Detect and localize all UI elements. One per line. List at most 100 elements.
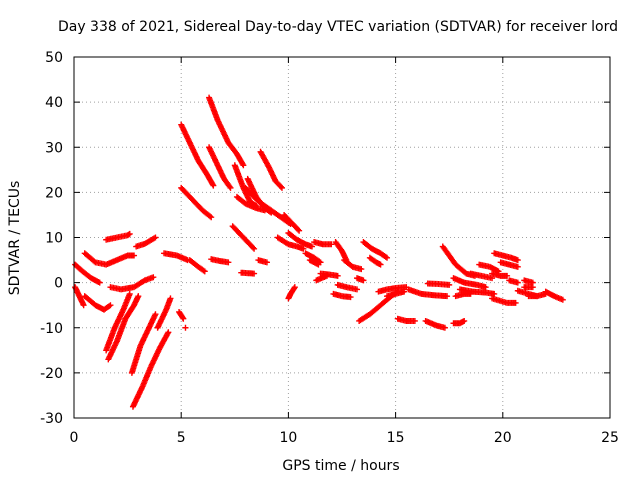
- data-point: [360, 277, 367, 284]
- series-arc-57: [456, 286, 498, 297]
- series-arc-09: [105, 293, 142, 363]
- series-arc-49: [394, 315, 418, 324]
- series-arc-25: [257, 148, 285, 191]
- data-point: [182, 324, 189, 331]
- data-point: [107, 302, 114, 309]
- data-point: [201, 268, 208, 275]
- data-point: [482, 284, 489, 291]
- data-point: [135, 293, 142, 300]
- data-point: [514, 279, 521, 286]
- series-arc-08: [103, 290, 133, 354]
- data-point: [250, 244, 257, 251]
- data-point: [150, 274, 157, 281]
- series-arc-44: [360, 239, 391, 261]
- series-arc-36: [285, 284, 298, 302]
- series-arc-60: [489, 270, 511, 279]
- series-arc-64: [497, 259, 521, 270]
- chart-title: Day 338 of 2021, Sidereal Day-to-day VTE…: [58, 19, 618, 35]
- series-arc-56: [450, 275, 489, 291]
- x-tick-label: 5: [177, 430, 186, 446]
- data-point: [384, 254, 391, 261]
- data-point: [295, 226, 302, 233]
- series-arc-41: [334, 281, 361, 293]
- data-point: [328, 241, 335, 248]
- data-point: [347, 294, 354, 301]
- y-tick-label: -20: [40, 366, 63, 382]
- series-arc-12: [154, 295, 174, 331]
- series-arc-63: [491, 250, 521, 264]
- data-point: [239, 161, 246, 168]
- series-arc-38: [317, 270, 341, 279]
- data-point: [225, 259, 232, 266]
- x-tick-label: 0: [70, 430, 79, 446]
- series-arc-43: [354, 275, 367, 284]
- series-arc-67: [521, 277, 536, 286]
- data-point: [277, 183, 284, 190]
- data-point: [377, 261, 384, 268]
- axis-ticks: 0 5 10 15 20 25 -30 -20 -10 0 10 20 30 40 50: [40, 50, 619, 446]
- data-markers: [72, 94, 566, 410]
- y-tick-label: 40: [45, 95, 63, 111]
- series-arc-14: [182, 324, 189, 331]
- data-point: [495, 268, 502, 275]
- data-point: [251, 245, 258, 252]
- data-point: [152, 234, 159, 241]
- series-arc-16: [186, 257, 208, 275]
- data-point: [165, 329, 172, 336]
- data-point: [285, 295, 292, 302]
- y-tick-label: 10: [45, 231, 63, 247]
- x-tick-label: 15: [387, 430, 405, 446]
- series-arc-32: [274, 234, 307, 252]
- series-arc-01: [72, 261, 103, 286]
- y-tick-label: 50: [45, 50, 63, 66]
- data-point: [226, 183, 233, 190]
- data-point: [444, 293, 451, 300]
- data-point: [180, 315, 187, 322]
- series-arc-51: [422, 317, 448, 331]
- data-point: [296, 227, 303, 234]
- series-arc-06: [103, 230, 133, 243]
- data-point: [559, 296, 566, 303]
- data-point: [96, 279, 103, 286]
- series-arc-18: [178, 121, 217, 189]
- series-arc-35: [306, 257, 322, 268]
- data-point: [441, 324, 448, 331]
- data-point: [227, 184, 234, 191]
- series-arc-19: [178, 184, 215, 221]
- series-arc-58: [467, 270, 496, 282]
- x-tick-label: 25: [601, 430, 619, 446]
- data-point: [300, 245, 307, 252]
- data-point: [126, 290, 133, 297]
- y-tick-label: -10: [40, 321, 63, 337]
- data-point: [152, 311, 159, 318]
- data-point: [263, 259, 270, 266]
- data-point: [209, 181, 216, 188]
- series-arc-61: [489, 295, 519, 306]
- y-tick-label: 0: [54, 276, 63, 292]
- series-arc-54: [450, 317, 468, 327]
- data-point: [512, 299, 519, 306]
- data-point: [278, 184, 285, 191]
- data-point: [240, 162, 247, 169]
- data-point: [200, 267, 207, 274]
- data-point: [401, 288, 408, 295]
- series-arc-03: [81, 250, 138, 268]
- series-arc-34: [302, 250, 324, 266]
- data-point: [208, 214, 215, 221]
- data-point: [308, 243, 315, 250]
- series-arc-31: [285, 229, 315, 250]
- series-arc-10: [128, 311, 159, 376]
- data-point: [514, 263, 521, 270]
- series-arc-05: [107, 274, 157, 293]
- data-point: [126, 230, 133, 237]
- series-arc-68: [525, 290, 549, 300]
- series-arc-07: [133, 234, 159, 250]
- series-arc-50: [405, 286, 451, 300]
- series-arc-52: [424, 280, 453, 288]
- data-point: [315, 261, 322, 268]
- data-point: [206, 213, 213, 220]
- series-arc-15: [161, 250, 191, 264]
- series-arc-45: [366, 254, 384, 268]
- data-point: [334, 272, 341, 279]
